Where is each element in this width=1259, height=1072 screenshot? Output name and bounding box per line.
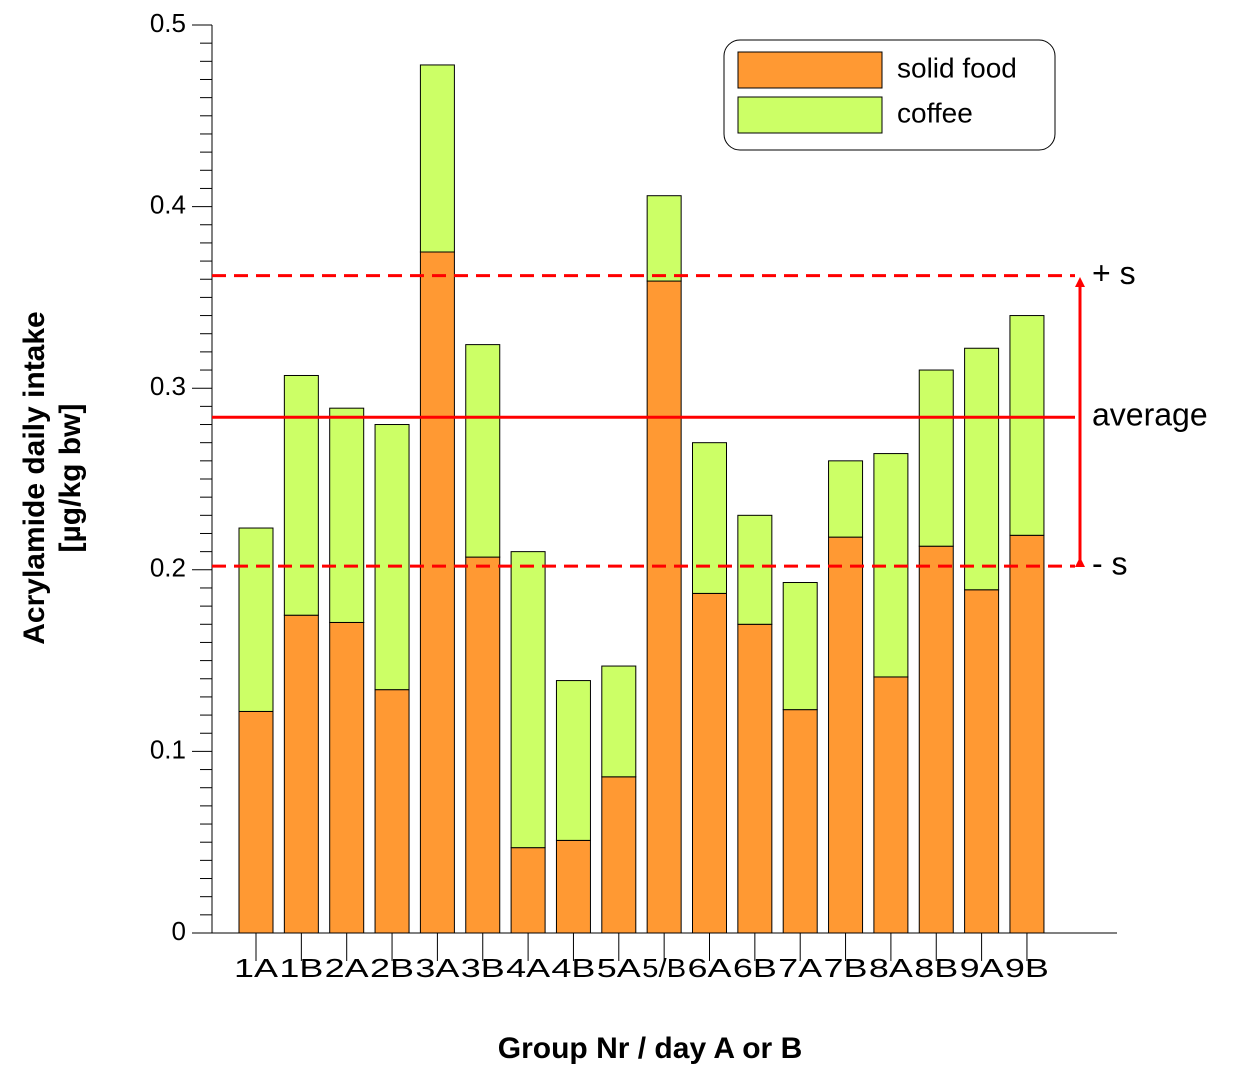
bar-segment — [692, 592, 727, 934]
y-axis-label: Acrylamide daily intake — [18, 311, 51, 645]
bar-segment — [737, 623, 773, 934]
bar-segment — [964, 347, 1000, 591]
bar-segment — [1009, 315, 1045, 536]
bar-segment — [510, 847, 546, 934]
y-axis-label: [µg/kg bw] — [54, 404, 87, 553]
x-tick-label: 6B — [733, 953, 777, 983]
bar-segment — [1009, 534, 1045, 934]
bar-segment — [419, 64, 455, 253]
bar-segment — [465, 344, 501, 558]
bar-segment — [601, 665, 637, 778]
x-tick-label: 5A — [597, 953, 642, 983]
x-tick-label: 2A — [325, 953, 370, 983]
x-tick-label: 4B — [551, 953, 595, 983]
x-tick-label: 5/B — [642, 953, 686, 983]
x-tick-label: 1B — [279, 953, 323, 983]
bar-segment — [510, 551, 546, 849]
bar-segment — [283, 614, 319, 934]
x-axis-label: Group Nr / day A or B — [498, 1032, 802, 1065]
y-tick-label: 0.3 — [150, 371, 186, 401]
x-tick-label: 9B — [1005, 953, 1049, 983]
bar-segment — [374, 689, 410, 934]
bar-segment — [737, 514, 773, 625]
x-tick-label: 6A — [688, 953, 733, 983]
x-tick-label: 3A — [415, 953, 460, 983]
y-tick-label: 0.5 — [150, 8, 186, 38]
bar-segment — [873, 676, 909, 934]
bar-segment — [238, 527, 274, 712]
bar-segment — [238, 710, 274, 934]
bar-segment — [782, 709, 818, 934]
bar-segment — [329, 621, 365, 934]
bar-segment — [782, 582, 818, 711]
legend-swatch — [737, 51, 883, 89]
y-tick-label: 0.2 — [150, 553, 186, 583]
bar-segment — [918, 369, 954, 547]
x-tick-label: 1A — [234, 953, 279, 983]
bar-segment — [828, 536, 864, 934]
bar-segment — [374, 424, 410, 691]
bar-segment — [646, 195, 682, 282]
reference-label: average — [1092, 397, 1208, 433]
bar-segment — [329, 407, 365, 623]
reference-label: + s — [1092, 255, 1136, 291]
y-tick-label: 0 — [172, 916, 186, 946]
x-tick-label: 8A — [869, 953, 914, 983]
x-tick-label: 2B — [370, 953, 414, 983]
legend-swatch — [737, 96, 883, 134]
bar-segment — [283, 374, 319, 616]
x-tick-label: 9A — [960, 953, 1005, 983]
bar-segment — [646, 280, 682, 934]
x-tick-label: 3B — [461, 953, 505, 983]
bar-segment — [601, 776, 637, 934]
bar-segment — [828, 460, 864, 538]
bar-segment — [964, 589, 1000, 934]
reference-label: - s — [1092, 546, 1128, 582]
legend-label: solid food — [897, 52, 1017, 83]
x-tick-label: 7A — [778, 953, 823, 983]
x-tick-label: 8B — [914, 953, 958, 983]
y-tick-label: 0.1 — [150, 734, 186, 764]
x-tick-label: 7B — [824, 953, 868, 983]
x-tick-label: 4A — [506, 953, 551, 983]
bar-segment — [692, 442, 727, 594]
bar-segment — [465, 556, 501, 934]
bar-segment — [918, 545, 954, 934]
y-tick-label: 0.4 — [150, 189, 186, 219]
legend-label: coffee — [897, 97, 973, 128]
bar-segment — [555, 680, 591, 841]
bar-segment — [555, 839, 591, 934]
bar-segment — [419, 251, 455, 934]
